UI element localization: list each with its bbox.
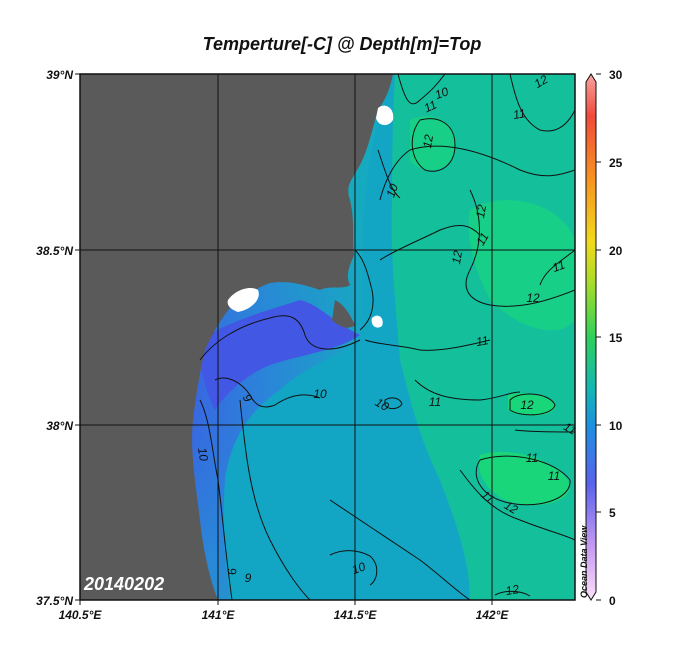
contour-label: 10 bbox=[350, 559, 368, 577]
grid-lines bbox=[80, 74, 575, 600]
lat-label-37-5: 37.5°N bbox=[36, 594, 73, 608]
warm-patch-top bbox=[410, 116, 456, 171]
contour-label: 10 bbox=[195, 447, 211, 463]
contour-label: 10 bbox=[433, 84, 451, 102]
contour-label: 11 bbox=[475, 333, 490, 349]
contour-label: 10 bbox=[313, 387, 327, 401]
map-title: Temperture[-C] @ Depth[m]=Top bbox=[202, 34, 482, 54]
contour-label: 10 bbox=[383, 182, 401, 200]
contour-lines bbox=[199, 74, 575, 600]
contour-label: 12 bbox=[473, 203, 489, 219]
colorbar: 30 25 20 15 10 5 0 bbox=[585, 68, 623, 608]
contour-label: 11 bbox=[422, 97, 439, 115]
contour-label: 11 bbox=[429, 395, 441, 409]
land-honshu bbox=[80, 74, 393, 600]
colorbar-tick-20: 20 bbox=[609, 244, 623, 258]
colorbar-tick-30: 30 bbox=[609, 68, 623, 82]
contour-label: 12 bbox=[505, 582, 521, 598]
contour-label: 11 bbox=[548, 469, 560, 483]
map-frame bbox=[79, 73, 576, 601]
contour-label: 11 bbox=[512, 106, 527, 122]
lon-label-141-5: 141.5°E bbox=[334, 608, 378, 622]
lat-label-39: 39°N bbox=[46, 68, 73, 82]
contour-label: 10 bbox=[373, 395, 392, 414]
warm-patch-south bbox=[478, 451, 570, 505]
colorbar-tick-15: 15 bbox=[609, 331, 623, 345]
contour-label: 12 bbox=[420, 133, 436, 149]
coastal-island-north bbox=[376, 105, 394, 126]
contour-label: 9 bbox=[224, 567, 239, 576]
contour-label: 11 bbox=[526, 451, 538, 465]
warm-patch-east bbox=[508, 393, 555, 416]
lat-label-38: 38°N bbox=[46, 419, 73, 433]
contour-label: 12 bbox=[502, 498, 521, 517]
lon-label-141: 141°E bbox=[202, 608, 236, 622]
contour-label: 12 bbox=[520, 398, 534, 412]
colorbar-ramp bbox=[585, 73, 597, 601]
contour-label: 12 bbox=[526, 291, 540, 305]
ocean-data-view-watermark: Ocean Data View bbox=[579, 525, 589, 598]
contour-label: 12 bbox=[449, 249, 465, 265]
date-stamp: 20140202 bbox=[83, 574, 164, 594]
warm-patch-north bbox=[468, 200, 575, 331]
cold-bay-water bbox=[199, 300, 360, 410]
colorbar-tick-0: 0 bbox=[609, 594, 616, 608]
contour-label: 11 bbox=[561, 419, 579, 437]
contour-label: 11 bbox=[473, 230, 491, 248]
lon-label-140-5: 140.5°E bbox=[59, 608, 103, 622]
axis-ticks bbox=[75, 73, 493, 605]
lon-label-142: 142°E bbox=[476, 608, 510, 622]
contour-label: 9 bbox=[245, 571, 252, 585]
map-plot-area: 1011121211101211121211111011101112111111… bbox=[80, 72, 579, 600]
contour-label: 12 bbox=[532, 72, 551, 91]
colorbar-tick-10: 10 bbox=[609, 419, 623, 433]
colorbar-tick-25: 25 bbox=[609, 156, 623, 170]
coastal-island-south bbox=[371, 315, 383, 328]
colorbar-tick-5: 5 bbox=[609, 506, 616, 520]
land-peninsula bbox=[332, 300, 355, 328]
coastal-lagoon bbox=[227, 288, 259, 312]
lat-label-38-5: 38.5°N bbox=[36, 244, 73, 258]
contour-label: 11 bbox=[550, 258, 567, 275]
